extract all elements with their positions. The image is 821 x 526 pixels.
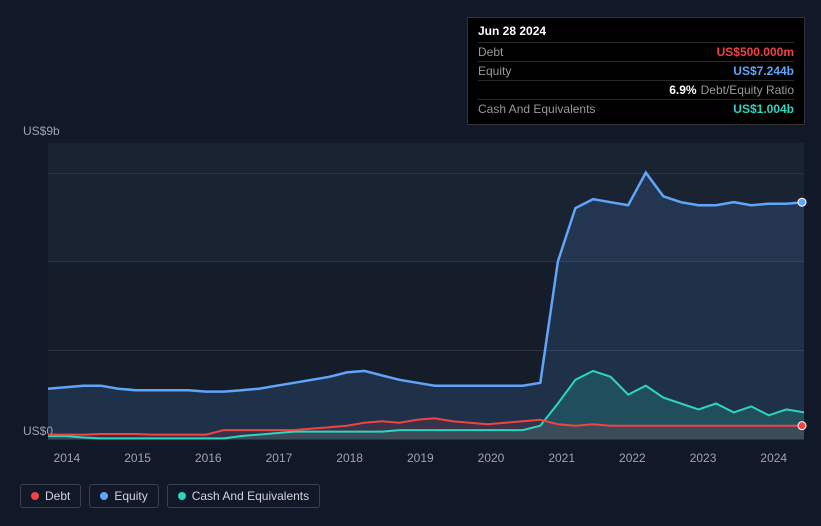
tooltip-row-value: US$500.000m bbox=[717, 45, 794, 59]
legend-dot-icon bbox=[31, 492, 39, 500]
legend: Debt Equity Cash And Equivalents bbox=[20, 484, 320, 508]
tooltip-row: 6.9% Debt/Equity Ratio bbox=[478, 80, 794, 99]
tooltip-row-value: US$7.244b bbox=[733, 64, 794, 78]
x-axis-year: 2024 bbox=[760, 451, 787, 465]
tooltip-row: Equity US$7.244b bbox=[478, 61, 794, 80]
tooltip-date: Jun 28 2024 bbox=[478, 24, 794, 42]
tooltip-row-label: Debt bbox=[478, 45, 503, 59]
x-axis-year: 2017 bbox=[266, 451, 293, 465]
marker-debt bbox=[798, 422, 806, 430]
chart-svg bbox=[48, 143, 804, 439]
legend-dot-icon bbox=[100, 492, 108, 500]
tooltip-row-label: Equity bbox=[478, 64, 511, 78]
legend-dot-icon bbox=[178, 492, 186, 500]
x-axis-year: 2015 bbox=[124, 451, 151, 465]
x-axis-year: 2018 bbox=[336, 451, 363, 465]
chart-tooltip: Jun 28 2024 Debt US$500.000m Equity US$7.244… bbox=[467, 17, 805, 125]
x-axis-year: 2020 bbox=[478, 451, 505, 465]
tooltip-ratio-label: Debt/Equity Ratio bbox=[701, 83, 794, 97]
y-axis-max-label: US$9b bbox=[23, 124, 60, 138]
legend-item-cash[interactable]: Cash And Equivalents bbox=[167, 484, 320, 508]
x-axis-year: 2019 bbox=[407, 451, 434, 465]
x-axis-year: 2022 bbox=[619, 451, 646, 465]
x-axis-year: 2021 bbox=[548, 451, 575, 465]
tooltip-row-value: US$1.004b bbox=[733, 102, 794, 116]
chart-container: US$9bUS$02014201520162017201820192020202… bbox=[0, 0, 821, 526]
tooltip-row: Debt US$500.000m bbox=[478, 42, 794, 61]
marker-equity bbox=[798, 198, 806, 206]
series-fill-equity bbox=[48, 173, 804, 439]
legend-label: Equity bbox=[114, 489, 147, 503]
tooltip-row: Cash And Equivalents US$1.004b bbox=[478, 99, 794, 118]
tooltip-row-label: Cash And Equivalents bbox=[478, 102, 595, 116]
legend-label: Debt bbox=[45, 489, 70, 503]
x-axis-year: 2023 bbox=[690, 451, 717, 465]
x-axis-year: 2014 bbox=[54, 451, 81, 465]
tooltip-ratio-value: 6.9% bbox=[669, 83, 696, 97]
tooltip-ratio: 6.9% Debt/Equity Ratio bbox=[669, 83, 794, 97]
legend-item-equity[interactable]: Equity bbox=[89, 484, 158, 508]
legend-item-debt[interactable]: Debt bbox=[20, 484, 81, 508]
x-axis-year: 2016 bbox=[195, 451, 222, 465]
legend-label: Cash And Equivalents bbox=[192, 489, 309, 503]
